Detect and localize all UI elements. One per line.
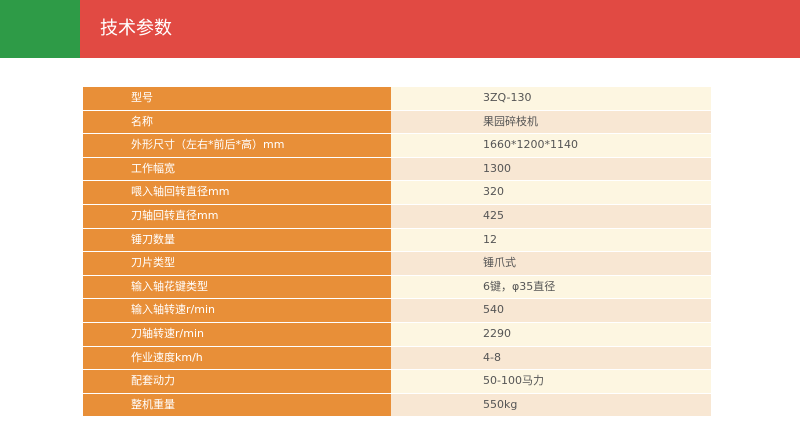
table-row: 作业速度km/h 4-8 — [83, 346, 711, 371]
header-accent — [0, 0, 80, 58]
table-row: 工作幅宽 1300 — [83, 157, 711, 182]
spec-value: 锤爪式 — [391, 252, 711, 275]
spec-value: 6键，φ35直径 — [391, 275, 711, 299]
spec-label: 型号 — [83, 87, 391, 110]
spec-value: 425 — [391, 204, 711, 228]
spec-value: 50-100马力 — [391, 370, 711, 393]
spec-value: 4-8 — [391, 346, 711, 370]
spec-label: 锤刀数量 — [83, 228, 391, 252]
header-bar — [80, 0, 800, 58]
spec-label: 工作幅宽 — [83, 157, 391, 181]
spec-label: 整机重量 — [83, 393, 391, 417]
table-row: 名称 果园碎枝机 — [83, 110, 711, 135]
table-row: 刀轴回转直径mm 425 — [83, 204, 711, 229]
spec-label: 作业速度km/h — [83, 346, 391, 370]
spec-label: 输入轴转速r/min — [83, 299, 391, 322]
spec-label: 外形尺寸（左右*前后*高）mm — [83, 134, 391, 157]
spec-table: 型号 3ZQ-130 名称 果园碎枝机 外形尺寸（左右*前后*高）mm 1660*1200… — [83, 87, 711, 418]
spec-value: 1300 — [391, 157, 711, 181]
table-row: 型号 3ZQ-130 — [83, 87, 711, 111]
spec-label: 刀轴回转直径mm — [83, 204, 391, 228]
spec-label: 喂入轴回转直径mm — [83, 181, 391, 204]
table-row: 配套动力 50-100马力 — [83, 370, 711, 394]
table-row: 刀片类型 锤爪式 — [83, 252, 711, 276]
spec-value: 320 — [391, 181, 711, 204]
spec-value: 果园碎枝机 — [391, 110, 711, 134]
spec-label: 刀轴转速r/min — [83, 322, 391, 346]
table-row: 刀轴转速r/min 2290 — [83, 322, 711, 347]
spec-value: 12 — [391, 228, 711, 252]
spec-label: 名称 — [83, 110, 391, 134]
spec-value: 3ZQ-130 — [391, 87, 711, 110]
table-row: 输入轴花键类型 6键，φ35直径 — [83, 275, 711, 300]
spec-value: 1660*1200*1140 — [391, 134, 711, 157]
spec-label: 配套动力 — [83, 370, 391, 393]
spec-label: 输入轴花键类型 — [83, 275, 391, 299]
table-row: 锤刀数量 12 — [83, 228, 711, 253]
spec-value: 550kg — [391, 393, 711, 417]
spec-value: 540 — [391, 299, 711, 322]
page-title: 技术参数 — [100, 18, 172, 39]
table-row: 外形尺寸（左右*前后*高）mm 1660*1200*1140 — [83, 134, 711, 158]
spec-value: 2290 — [391, 322, 711, 346]
table-row: 输入轴转速r/min 540 — [83, 299, 711, 323]
table-row: 喂入轴回转直径mm 320 — [83, 181, 711, 205]
table-row: 整机重量 550kg — [83, 393, 711, 418]
spec-label: 刀片类型 — [83, 252, 391, 275]
